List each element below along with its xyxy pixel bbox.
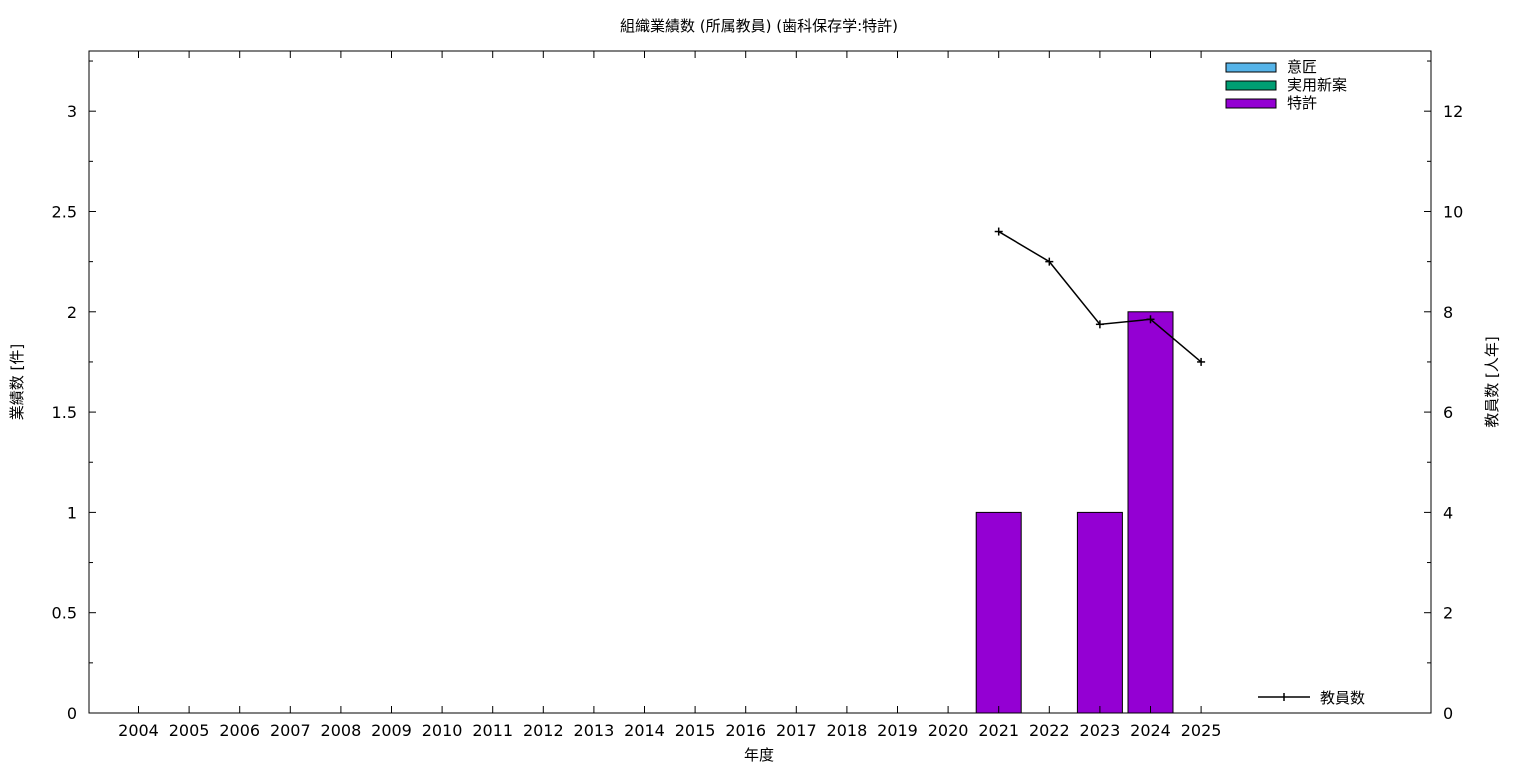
y2-tick-label: 2	[1443, 604, 1453, 623]
x-tick-label: 2017	[776, 721, 817, 740]
x-tick-label: 2008	[321, 721, 362, 740]
x-tick-label: 2010	[422, 721, 463, 740]
x-tick-label: 2024	[1130, 721, 1171, 740]
x-tick-label: 2006	[219, 721, 260, 740]
faculty-point	[1095, 320, 1104, 329]
y-axis-label: 業績数 [件]	[8, 344, 26, 420]
y-tick-label: 1.5	[52, 403, 77, 422]
x-tick-label: 2018	[827, 721, 868, 740]
x-tick-label: 2025	[1181, 721, 1222, 740]
faculty-point	[1197, 357, 1206, 366]
y2-tick-label: 0	[1443, 704, 1453, 723]
y2-tick-label: 12	[1443, 102, 1463, 121]
legend-label: 実用新案	[1287, 76, 1347, 94]
x-tick-label: 2014	[624, 721, 665, 740]
x-tick-label: 2007	[270, 721, 311, 740]
line-layer	[994, 227, 1206, 366]
bars-layer	[975, 311, 1174, 714]
faculty-point	[994, 227, 1003, 236]
x-tick-label: 2016	[725, 721, 766, 740]
x-tick-label: 2012	[523, 721, 564, 740]
faculty-point	[1146, 315, 1155, 324]
x-tick-label: 2015	[675, 721, 716, 740]
y2-tick-label: 4	[1443, 503, 1453, 522]
bar-2024	[1127, 311, 1174, 714]
y-tick-label: 2.5	[52, 202, 77, 221]
x-tick-label: 2022	[1029, 721, 1070, 740]
ticks-layer: 2004 2005 2006 2007 2008 2009 2010 2011 2012 2013…	[52, 51, 1463, 740]
bar-2021	[975, 511, 1022, 714]
y2-tick-label: 10	[1443, 202, 1463, 221]
legend-swatch	[1225, 80, 1277, 91]
faculty-point	[1045, 257, 1054, 266]
x-tick-label: 2009	[371, 721, 412, 740]
y-tick-label: 1	[67, 503, 77, 522]
x-tick-label: 2013	[574, 721, 615, 740]
x-tick-label: 2005	[169, 721, 210, 740]
x-tick-label: 2020	[928, 721, 969, 740]
chart-title: 組織業績数 (所属教員) (歯科保存学:特許)	[620, 17, 898, 35]
y2-tick-label: 6	[1443, 403, 1453, 422]
y-tick-label: 2	[67, 303, 77, 322]
x-tick-label: 2019	[877, 721, 918, 740]
x-axis-label: 年度	[744, 746, 774, 764]
x-tick-label: 2023	[1080, 721, 1121, 740]
y2-axis-label: 教員数 [人年]	[1483, 336, 1501, 427]
legend-line-label: 教員数	[1320, 689, 1365, 707]
y-tick-label: 3	[67, 102, 77, 121]
legend-label: 特許	[1287, 94, 1317, 112]
x-tick-label: 2004	[118, 721, 159, 740]
x-tick-label: 2011	[472, 721, 513, 740]
legend-swatch	[1225, 98, 1277, 109]
legend-label: 意匠	[1287, 58, 1317, 76]
y-tick-label: 0.5	[52, 604, 77, 623]
legend-swatch	[1225, 62, 1277, 73]
y-tick-label: 0	[67, 704, 77, 723]
x-tick-label: 2021	[978, 721, 1019, 740]
y2-tick-label: 8	[1443, 303, 1453, 322]
bar-2023	[1076, 511, 1123, 714]
plot-frame	[88, 50, 1432, 714]
